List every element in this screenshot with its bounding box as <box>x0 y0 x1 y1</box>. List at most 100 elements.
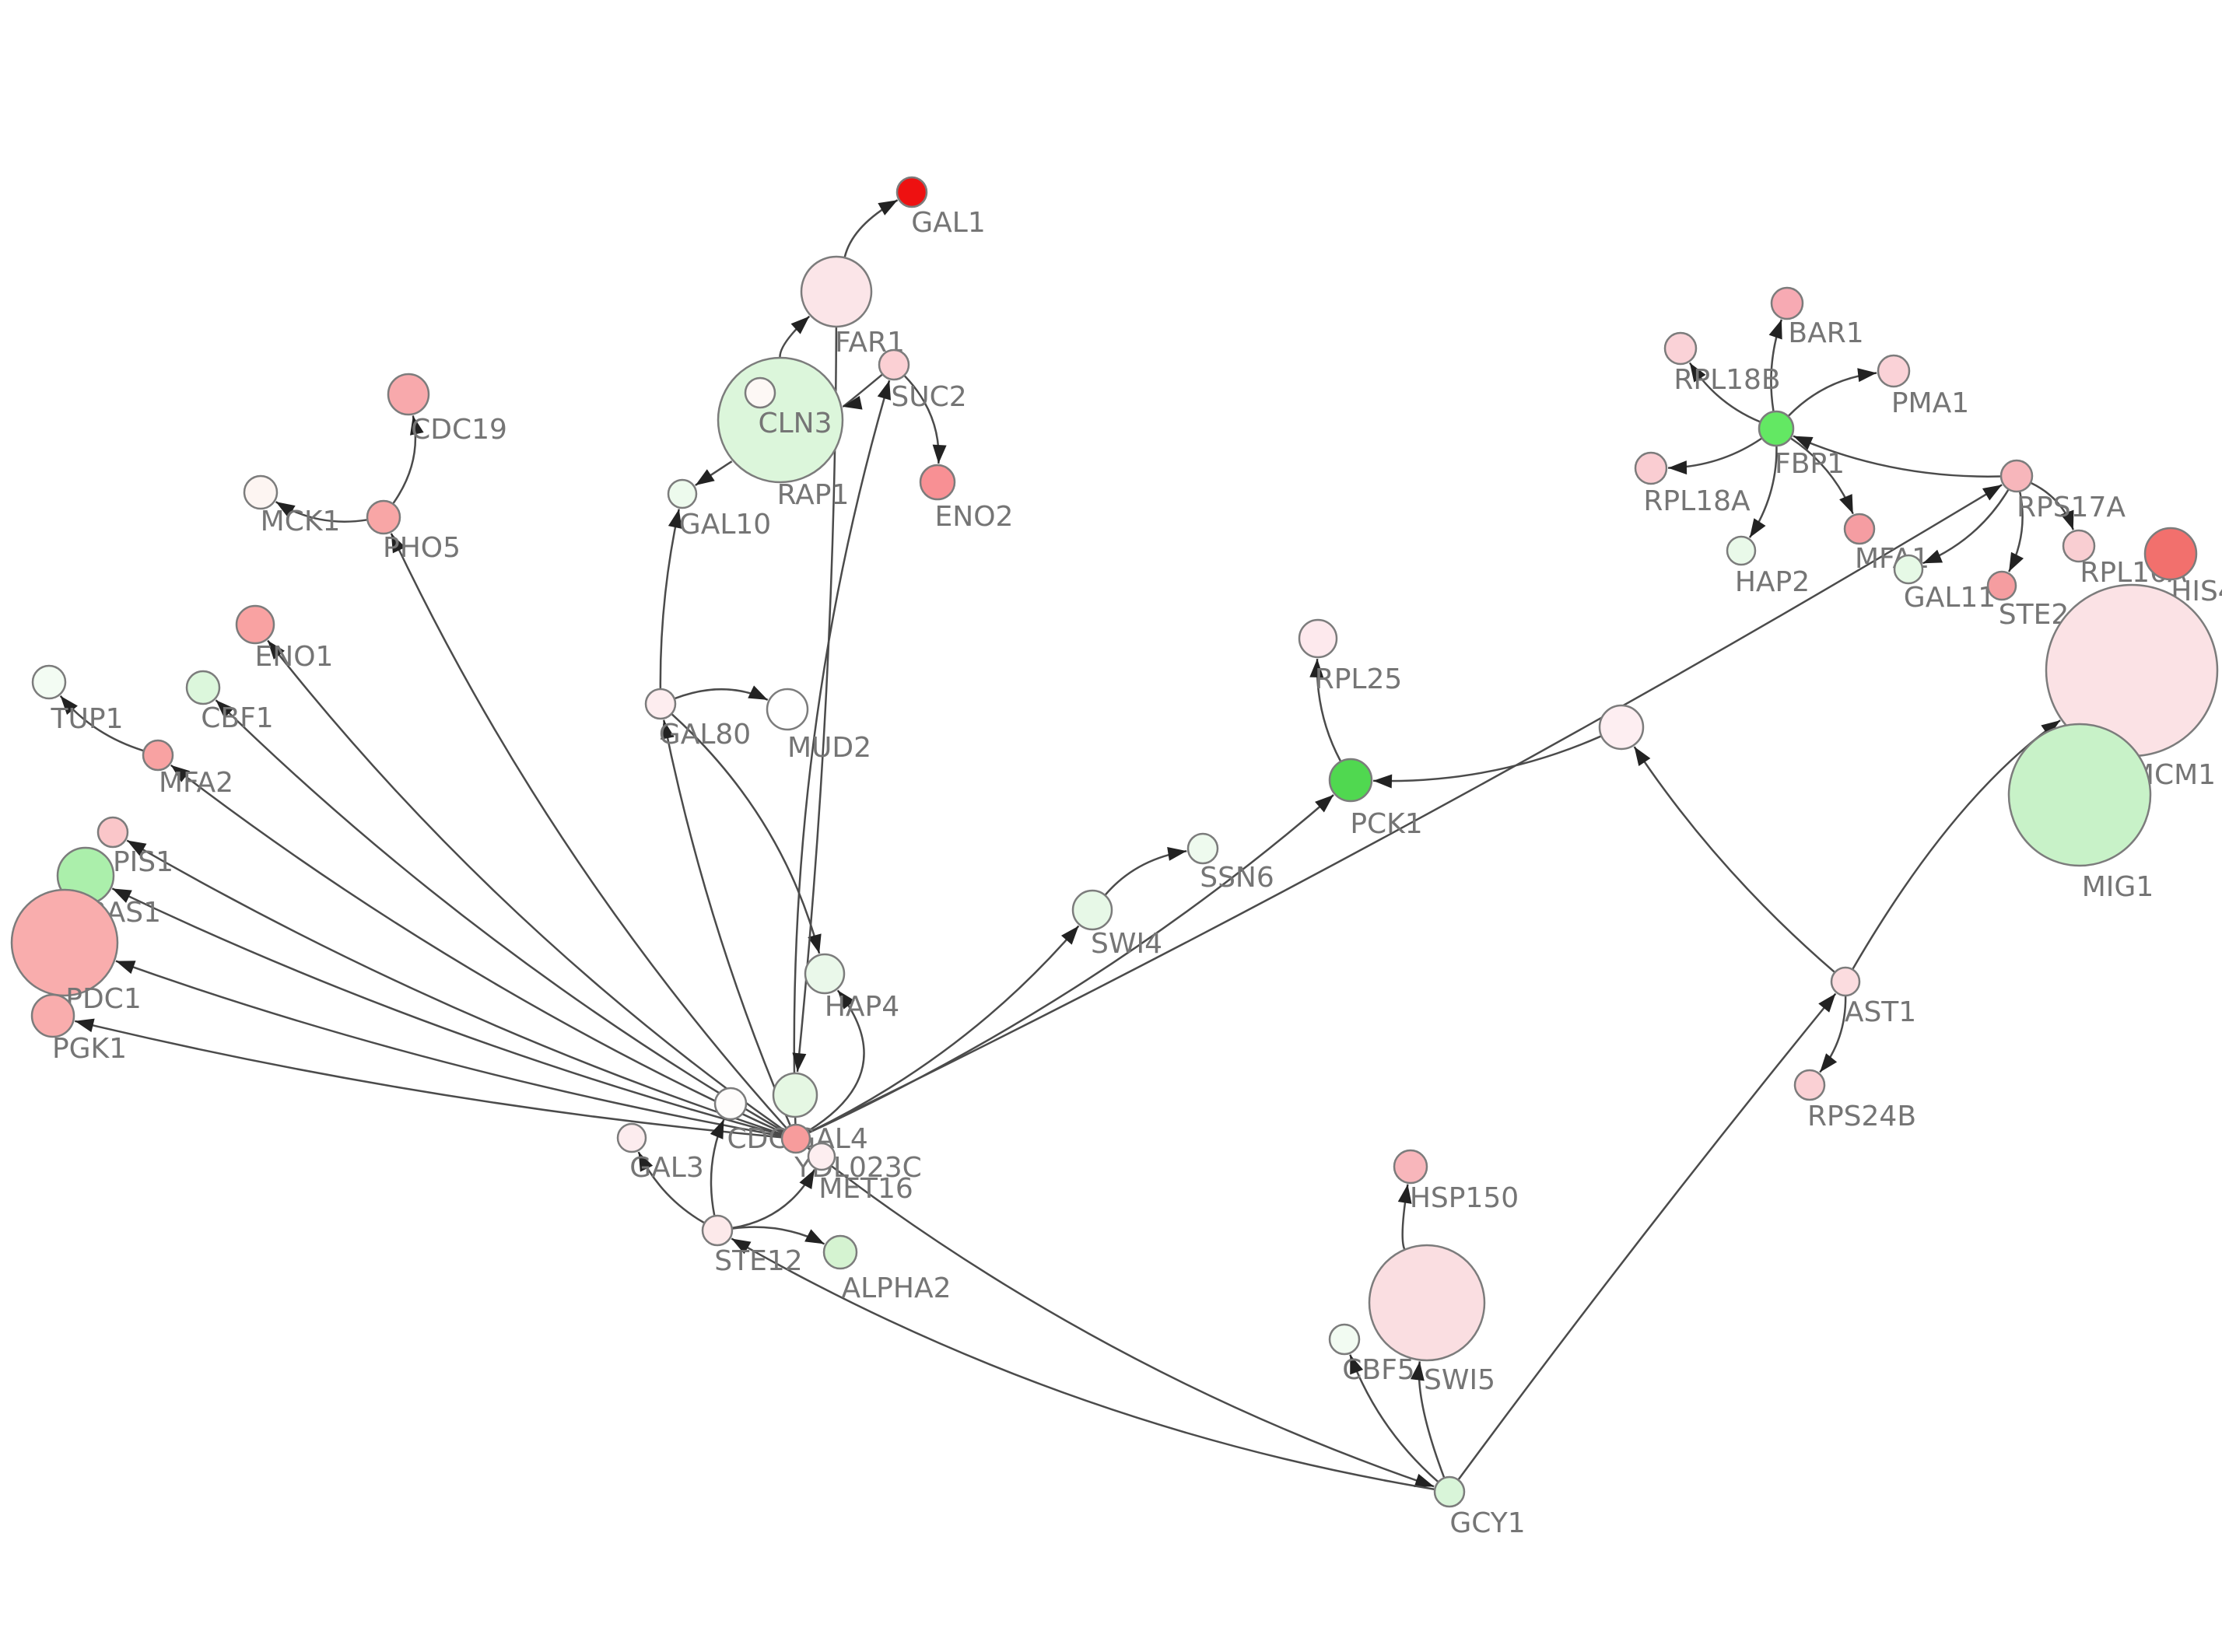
edge-YDL023C-SWI4[interactable] <box>808 925 1080 1133</box>
edge-GCY1-STE12[interactable] <box>731 1237 1435 1490</box>
gene-node-ENO2[interactable] <box>919 464 956 501</box>
gene-node-GAL3[interactable] <box>616 1122 647 1153</box>
gene-node-RPL25[interactable] <box>1298 618 1338 659</box>
edge-STE12-ALPHA2[interactable] <box>732 1226 825 1245</box>
gene-node-STE12[interactable] <box>701 1214 734 1247</box>
edge-FBP1-RPL18B[interactable] <box>1688 362 1761 423</box>
gene-node-RPS17A[interactable] <box>1999 459 2034 493</box>
edge-RPS17A-RPL16A[interactable] <box>2031 482 2074 530</box>
gene-node-CBF5[interactable] <box>1328 1323 1361 1356</box>
edge-SUC2-ENO2[interactable] <box>903 375 947 464</box>
gene-node-PHO5[interactable] <box>366 499 401 535</box>
gene-node-MIG1[interactable] <box>2007 723 2152 867</box>
gene-node-BAR1[interactable] <box>1770 286 1804 320</box>
edge-AST1-NODE_U[interactable] <box>1633 746 1835 973</box>
gene-node-YDL023C[interactable] <box>780 1123 811 1154</box>
edge-FBP1-MFA1[interactable] <box>1790 437 1854 515</box>
gene-node-RPS24B[interactable] <box>1793 1069 1826 1101</box>
edge-AST1-RPS24B[interactable] <box>1819 996 1847 1073</box>
edge-YDL023C-RPS17A[interactable] <box>808 484 2003 1133</box>
edge-STE12-GAL3[interactable] <box>637 1151 705 1224</box>
edge-YDL023C-GAL80[interactable] <box>661 719 791 1126</box>
gene-node-HAP2[interactable] <box>1726 535 1757 566</box>
gene-node-MFA1[interactable] <box>1843 513 1876 545</box>
gene-node-RPL16A[interactable] <box>2062 529 2096 563</box>
edge-YDL023C-GCY1[interactable] <box>807 1146 1435 1488</box>
edge-FBP1-RPL18A[interactable] <box>1667 437 1762 475</box>
gene-node-FAR1[interactable] <box>800 255 873 328</box>
edge-YDL023C-PDC1[interactable] <box>115 960 782 1137</box>
edge-SWI5-HSP150[interactable] <box>1397 1184 1412 1250</box>
edge-FBP1-HAP2[interactable] <box>1748 446 1778 538</box>
gene-node-CLN3[interactable] <box>744 376 776 409</box>
edge-GAL80-GAL10[interactable] <box>659 509 682 689</box>
edge-PCK1-RPL25[interactable] <box>1309 658 1341 761</box>
edge-YDL023C-PIS1[interactable] <box>126 839 783 1136</box>
edge-RAP1-FAR1[interactable] <box>779 315 811 358</box>
gene-node-MET16[interactable] <box>807 1142 836 1171</box>
gene-node-MCK1[interactable] <box>243 474 279 510</box>
edge-SUC2-RAP1[interactable] <box>842 373 883 410</box>
edge-SWI4-SSN6[interactable] <box>1104 847 1187 896</box>
edge-YDL023C-CBF1[interactable] <box>215 699 784 1132</box>
edge-GCY1-CBF5[interactable] <box>1349 1354 1439 1482</box>
gene-node-NODE_U[interactable] <box>1598 704 1645 751</box>
gene-node-CDC19[interactable] <box>387 373 430 416</box>
edge-RPS17A-STE2[interactable] <box>2007 492 2024 572</box>
edge-FBP1-BAR1[interactable] <box>1768 319 1783 411</box>
gene-node-HIS4[interactable] <box>2143 527 2198 581</box>
gene-node-GCY1[interactable] <box>1433 1475 1466 1508</box>
gene-node-MFA2[interactable] <box>142 739 174 772</box>
edge-NODE_U-PCK1[interactable] <box>1372 735 1601 789</box>
edge-STE12-CDC6[interactable] <box>710 1118 725 1216</box>
gene-node-GAL11[interactable] <box>1893 554 1924 585</box>
gene-node-AST1[interactable] <box>1830 966 1861 997</box>
gene-node-SUC2[interactable] <box>878 348 910 381</box>
edge-YDL023C-PHO5[interactable] <box>390 533 787 1129</box>
edge-RPS17A-FBP1[interactable] <box>1793 435 2001 478</box>
gene-node-GAL1[interactable] <box>895 176 928 208</box>
gene-node-PMA1[interactable] <box>1877 354 1911 388</box>
gene-node-ALPHA2[interactable] <box>822 1234 858 1270</box>
edge-FAR1-GAL1[interactable] <box>843 199 899 257</box>
gene-node-ENO1[interactable] <box>235 604 275 645</box>
gene-node-GAL4[interactable] <box>772 1072 818 1118</box>
gene-node-PGK1[interactable] <box>30 993 75 1038</box>
gene-node-GAL80[interactable] <box>644 688 677 720</box>
gene-node-FBP1[interactable] <box>1758 410 1795 447</box>
gene-node-STE2[interactable] <box>1986 570 2017 601</box>
edge-YDL023C-SUC2[interactable] <box>793 380 892 1125</box>
gene-node-CBF1[interactable] <box>185 670 221 705</box>
gene-node-HAP4[interactable] <box>804 953 846 995</box>
gene-node-GAL10[interactable] <box>667 478 698 509</box>
gene-node-SSN6[interactable] <box>1186 832 1219 865</box>
edge-GCY1-SWI5[interactable] <box>1410 1361 1446 1478</box>
edge-GAL80-MUD2[interactable] <box>675 685 769 701</box>
edge-YDL023C-PGK1[interactable] <box>74 1018 782 1139</box>
gene-node-HSP150[interactable] <box>1393 1149 1428 1185</box>
gene-node-CDC6[interactable] <box>713 1087 748 1121</box>
edge-RPS17A-GAL11[interactable] <box>1922 489 2010 565</box>
edge-YDL023C-MFA2[interactable] <box>170 764 783 1134</box>
edge-PHO5-MCK1[interactable] <box>275 501 367 523</box>
gene-node-RPL18A[interactable] <box>1634 451 1668 485</box>
gene-node-PDC1[interactable] <box>10 888 119 997</box>
edge-GAL80-HAP4[interactable] <box>671 713 822 954</box>
gene-node-RPL18B[interactable] <box>1663 331 1698 366</box>
edge-FBP1-PMA1[interactable] <box>1788 368 1877 417</box>
edge-MFA2-TUP1[interactable] <box>59 695 144 752</box>
edge-STE12-MET16[interactable] <box>732 1169 815 1229</box>
gene-node-SWI4[interactable] <box>1071 889 1113 931</box>
gene-node-PCK1[interactable] <box>1328 758 1373 803</box>
gene-node-PIS1[interactable] <box>96 816 129 849</box>
edge-YDL023C-RAS1[interactable] <box>111 887 782 1136</box>
edge-YDL023C-ENO1[interactable] <box>267 639 785 1132</box>
gene-node-TUP1[interactable] <box>31 664 67 700</box>
gene-node-SWI5[interactable] <box>1368 1244 1486 1362</box>
gene-node-MUD2[interactable] <box>766 688 809 731</box>
edge-RAP1-GAL10[interactable] <box>695 460 734 487</box>
edge-PHO5-CDC19[interactable] <box>392 415 424 504</box>
edge-GCY1-AST1[interactable] <box>1457 992 1837 1480</box>
edge-YDL023C-PCK1[interactable] <box>808 794 1334 1134</box>
edge-YDL023C-HAP4[interactable] <box>808 989 865 1132</box>
